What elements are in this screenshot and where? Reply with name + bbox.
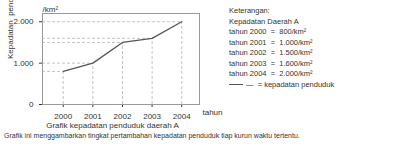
html-text:— = kepadatan penduduk: — = kepadatan penduduk (246, 79, 335, 89)
svg-text:tahun: tahun (203, 108, 223, 117)
html-text:Kepadatan Daerah A: Kepadatan Daerah A (229, 16, 299, 26)
html-text:Grafik ini menggambarkan tingk: Grafik ini menggambarkan tingkat pertamb… (4, 132, 300, 139)
html-text:tahun 2001 = 1.000/km²: tahun 2001 = 1.000/km² (229, 37, 313, 47)
html-text:Keterangan:: Keterangan: (229, 6, 270, 15)
svg-text:2001: 2001 (84, 112, 102, 121)
svg-text:/km²: /km² (43, 5, 59, 14)
html-text:tahun 2000 = 800/km²: tahun 2000 = 800/km² (229, 27, 307, 36)
svg-text:1.000: 1.000 (13, 59, 34, 68)
svg-text:2.000: 2.000 (13, 17, 34, 26)
svg-text:2000: 2000 (54, 112, 72, 121)
svg-text:2003: 2003 (143, 112, 161, 121)
svg-text:2004: 2004 (173, 112, 191, 121)
html-text:Grafik kepadatan penduduk daer: Grafik kepadatan penduduk daerah A (46, 121, 179, 130)
html-text:tahun 2004 = 2.000/km²: tahun 2004 = 2.000/km² (229, 69, 313, 78)
html-text:tahun 2003 = 1.600/km²: tahun 2003 = 1.600/km² (229, 58, 313, 68)
svg-text:2002: 2002 (114, 112, 132, 121)
svg-text:Kepadatan penduduk: Kepadatan penduduk (6, 0, 15, 59)
svg-text:0: 0 (29, 100, 34, 109)
html-text:tahun 2002 = 1.500/km²: tahun 2002 = 1.500/km² (229, 48, 313, 57)
